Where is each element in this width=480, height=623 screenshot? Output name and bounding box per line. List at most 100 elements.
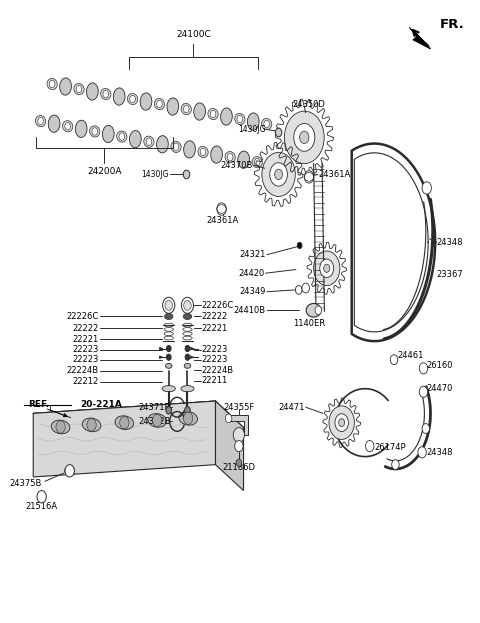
Ellipse shape	[171, 141, 181, 153]
Circle shape	[185, 354, 190, 360]
Text: 21516A: 21516A	[25, 502, 58, 511]
Circle shape	[225, 414, 232, 422]
Text: 24370B: 24370B	[220, 161, 253, 169]
Ellipse shape	[48, 115, 60, 132]
Ellipse shape	[86, 83, 98, 100]
Circle shape	[236, 459, 241, 467]
Ellipse shape	[211, 146, 222, 163]
Text: REF.: REF.	[28, 399, 49, 409]
Ellipse shape	[102, 125, 114, 143]
Circle shape	[217, 203, 226, 215]
Circle shape	[392, 460, 399, 470]
Text: 22224B: 22224B	[202, 366, 234, 374]
Circle shape	[329, 406, 354, 439]
Circle shape	[37, 490, 46, 503]
Polygon shape	[33, 401, 243, 440]
Circle shape	[285, 111, 324, 164]
Ellipse shape	[154, 98, 165, 110]
Ellipse shape	[156, 136, 168, 153]
Text: FR.: FR.	[440, 18, 465, 31]
Ellipse shape	[198, 146, 208, 158]
Ellipse shape	[208, 108, 218, 120]
Text: 1140ER: 1140ER	[293, 320, 325, 328]
Text: 22223: 22223	[202, 345, 228, 354]
Circle shape	[228, 153, 233, 161]
Text: 24372B: 24372B	[139, 417, 171, 426]
Circle shape	[210, 110, 216, 118]
Text: 24361A: 24361A	[318, 170, 350, 179]
Text: 26174P: 26174P	[374, 443, 406, 452]
Circle shape	[185, 407, 190, 414]
Circle shape	[335, 414, 348, 432]
Ellipse shape	[47, 78, 57, 90]
Circle shape	[185, 346, 190, 351]
Ellipse shape	[36, 115, 46, 126]
Circle shape	[76, 85, 82, 93]
Circle shape	[262, 153, 295, 196]
Ellipse shape	[184, 363, 191, 368]
Ellipse shape	[117, 131, 127, 142]
Circle shape	[166, 407, 171, 414]
Ellipse shape	[194, 103, 205, 120]
Text: 22223: 22223	[202, 355, 228, 364]
Ellipse shape	[128, 93, 138, 105]
Circle shape	[181, 297, 193, 313]
Text: 1430JG: 1430JG	[141, 170, 169, 179]
Text: 22222: 22222	[72, 324, 99, 333]
Circle shape	[419, 363, 428, 374]
Text: 24420: 24420	[239, 269, 264, 278]
Ellipse shape	[51, 420, 70, 434]
Polygon shape	[228, 416, 248, 435]
Circle shape	[153, 414, 162, 427]
Text: 24100C: 24100C	[176, 29, 211, 39]
Ellipse shape	[167, 98, 179, 115]
Circle shape	[183, 105, 189, 113]
Circle shape	[120, 416, 129, 429]
Circle shape	[297, 242, 302, 249]
Text: 24410B: 24410B	[234, 306, 266, 315]
Polygon shape	[33, 401, 216, 477]
Text: 22221: 22221	[72, 335, 99, 344]
Text: 24349: 24349	[240, 287, 266, 297]
Text: 24470: 24470	[427, 384, 453, 393]
Circle shape	[49, 80, 55, 88]
Circle shape	[167, 354, 171, 360]
Ellipse shape	[181, 386, 194, 392]
Text: 22221: 22221	[202, 324, 228, 333]
Ellipse shape	[75, 120, 87, 138]
Ellipse shape	[162, 386, 175, 392]
Circle shape	[422, 182, 432, 194]
Circle shape	[419, 386, 428, 397]
Ellipse shape	[306, 303, 321, 317]
Circle shape	[313, 251, 340, 285]
Circle shape	[38, 118, 43, 125]
Circle shape	[275, 169, 283, 179]
Ellipse shape	[130, 130, 141, 148]
Ellipse shape	[235, 113, 245, 125]
Circle shape	[156, 100, 162, 108]
Text: 21186D: 21186D	[222, 463, 255, 472]
Circle shape	[163, 297, 175, 313]
Ellipse shape	[183, 313, 192, 320]
Ellipse shape	[90, 126, 100, 137]
Ellipse shape	[115, 416, 134, 429]
Text: 22211: 22211	[202, 376, 228, 385]
Circle shape	[276, 128, 282, 137]
Ellipse shape	[262, 118, 272, 130]
Polygon shape	[409, 27, 431, 49]
Circle shape	[315, 306, 322, 315]
Circle shape	[390, 354, 398, 364]
Ellipse shape	[252, 156, 263, 168]
Circle shape	[300, 131, 309, 143]
Ellipse shape	[101, 88, 111, 100]
Circle shape	[130, 95, 135, 103]
Circle shape	[418, 447, 426, 458]
Circle shape	[119, 133, 125, 140]
Text: 24350D: 24350D	[293, 100, 325, 109]
Circle shape	[92, 128, 97, 135]
Circle shape	[65, 465, 74, 477]
Text: 24371B: 24371B	[139, 402, 171, 412]
Polygon shape	[216, 401, 243, 490]
Text: 24461: 24461	[398, 351, 424, 361]
Ellipse shape	[165, 313, 173, 320]
